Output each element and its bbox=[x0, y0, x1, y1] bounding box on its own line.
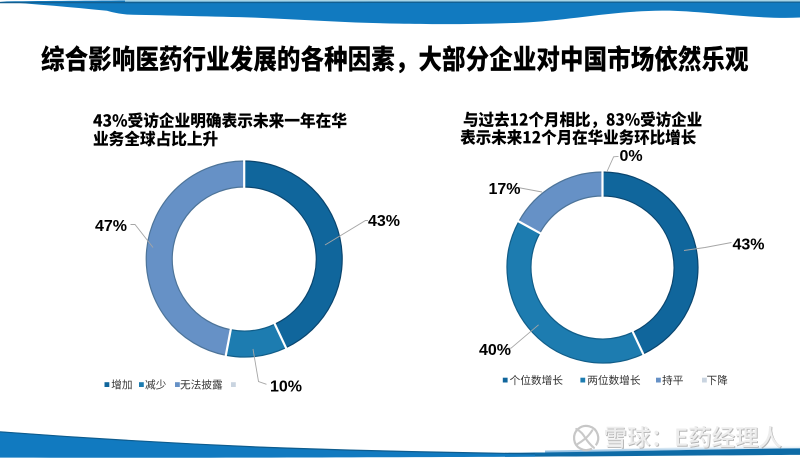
svg-text:40%: 40% bbox=[479, 342, 511, 359]
svg-text:0%: 0% bbox=[620, 148, 643, 165]
svg-text:43%: 43% bbox=[368, 213, 400, 230]
svg-text:17%: 17% bbox=[489, 181, 521, 198]
svg-text:47%: 47% bbox=[95, 218, 127, 235]
svg-text:10%: 10% bbox=[270, 378, 302, 395]
svg-text:43%: 43% bbox=[733, 237, 765, 254]
